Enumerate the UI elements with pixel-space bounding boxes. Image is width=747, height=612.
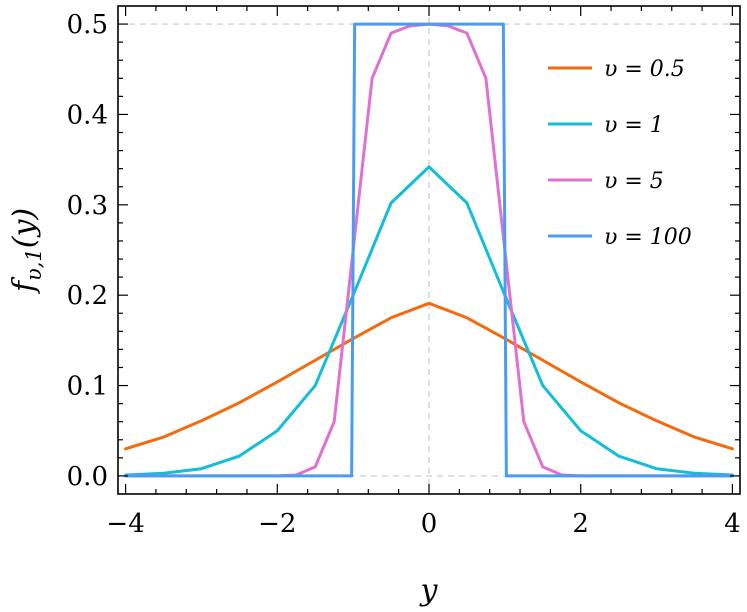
x-tick-label: 0	[421, 509, 438, 539]
y-tick-label: 0.0	[67, 462, 108, 492]
axis-ticks	[118, 6, 740, 494]
x-tick-label: 2	[572, 509, 589, 539]
y-axis-label: fυ,1(y)	[7, 208, 46, 294]
y-axis-label-argument: (y)	[7, 208, 42, 248]
tick-labels: −4 −2 0 2 4 0.0 0.1 0.2 0.3 0.4 0.5	[67, 10, 741, 539]
legend-label-1: υ = 1	[604, 113, 664, 138]
series-line-0	[124, 301, 734, 451]
series-line-3	[124, 22, 734, 478]
x-axis-label: y	[419, 573, 439, 608]
legend-label-2: υ = 5	[604, 169, 664, 194]
x-tick-label: −2	[258, 509, 296, 539]
series-layer	[124, 22, 734, 478]
x-tick-label: −4	[106, 509, 144, 539]
y-tick-label: 0.3	[67, 191, 108, 221]
y-tick-label: 0.5	[67, 10, 108, 40]
y-tick-label: 0.2	[67, 281, 108, 311]
y-tick-label: 0.4	[67, 100, 108, 130]
legend: υ = 0.5 υ = 1 υ = 5 υ = 100	[548, 57, 692, 250]
series-line-1	[124, 165, 734, 477]
y-axis-label-subscript: υ,1	[22, 248, 46, 281]
legend-label-3: υ = 100	[604, 225, 692, 250]
y-tick-label: 0.1	[67, 372, 108, 402]
legend-label-0: υ = 0.5	[604, 57, 685, 82]
x-tick-label: 4	[724, 509, 741, 539]
